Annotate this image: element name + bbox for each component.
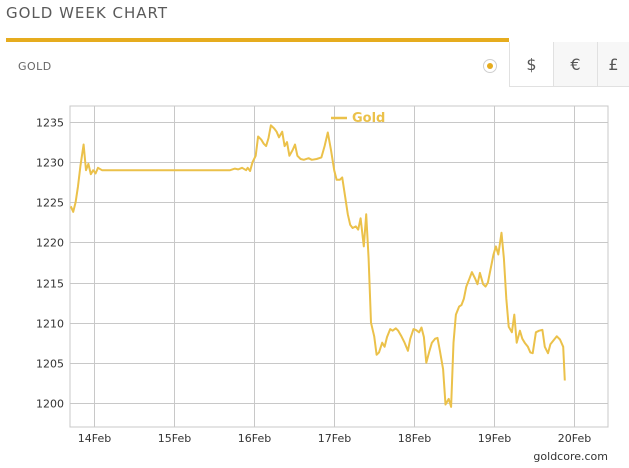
- x-tick-label: 14Feb: [78, 432, 111, 445]
- legend-label-gold: Gold: [352, 111, 385, 126]
- plot-frame: [69, 105, 609, 428]
- radio-selected-dot-icon: [487, 63, 493, 69]
- series-line-gold: [69, 124, 566, 408]
- y-tick-label: 1200: [36, 398, 64, 411]
- y-tick-label: 1205: [36, 358, 64, 371]
- y-tick-label: 1215: [36, 278, 64, 291]
- y-tick-label: 1210: [36, 318, 64, 331]
- x-tick-label: 20Feb: [558, 432, 591, 445]
- y-tick-label: 1235: [36, 117, 64, 130]
- x-tick-label: 19Feb: [478, 432, 511, 445]
- tab-gold-label: GOLD: [18, 60, 52, 73]
- attribution-text: goldcore.com: [533, 450, 608, 463]
- x-tick-label: 17Feb: [318, 432, 351, 445]
- page-title: GOLD WEEK CHART: [6, 4, 169, 22]
- chart-tabbar: GOLD $ € £: [6, 38, 629, 88]
- x-tick-label: 18Feb: [398, 432, 431, 445]
- gold-radio-button[interactable]: [483, 59, 497, 73]
- currency-gbp-button[interactable]: £: [597, 42, 629, 86]
- tab-divider: [509, 86, 629, 87]
- y-tick-label: 1220: [36, 237, 64, 250]
- tab-gold[interactable]: GOLD: [6, 38, 509, 88]
- currency-eur-button[interactable]: €: [553, 42, 597, 86]
- y-tick-label: 1225: [36, 197, 64, 210]
- x-tick-label: 15Feb: [158, 432, 191, 445]
- x-tick-label: 16Feb: [238, 432, 271, 445]
- y-tick-label: 1230: [36, 157, 64, 170]
- currency-usd-button[interactable]: $: [509, 42, 553, 86]
